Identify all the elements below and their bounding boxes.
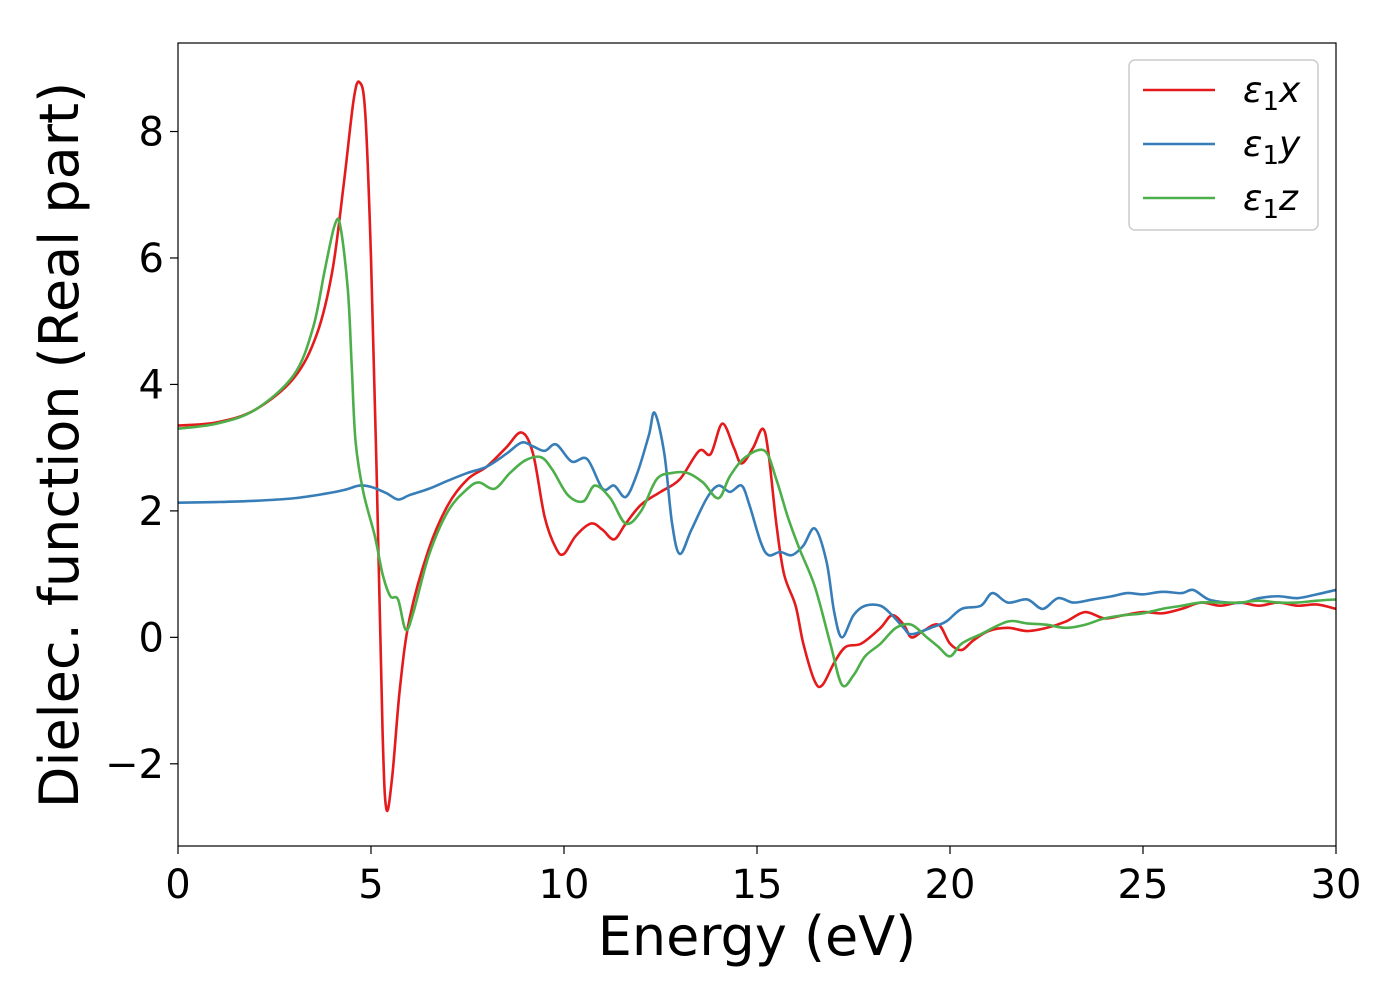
legend: ε1x ε1y ε1z — [1128, 59, 1319, 231]
y-axis-ticks: −2 0 2 4 6 8 — [105, 110, 178, 788]
series-line-x — [177, 80, 1337, 813]
x-tick-label: 5 — [358, 862, 383, 908]
legend-items: ε1x ε1y ε1z — [1143, 70, 1301, 225]
y-tick-label: 0 — [139, 615, 164, 661]
series-line-z — [177, 217, 1337, 688]
x-tick-label: 10 — [539, 862, 590, 908]
series-line-y — [177, 411, 1337, 639]
y-axis-title: Dielec. function (Real part) — [28, 82, 91, 808]
x-tick-label: 25 — [1118, 862, 1169, 908]
x-axis-title: Energy (eV) — [598, 905, 917, 968]
x-tick-label: 15 — [732, 862, 783, 908]
x-axis-ticks: 0 5 10 15 20 25 30 — [165, 846, 1361, 908]
y-tick-label: 8 — [139, 110, 164, 156]
plot-lines — [177, 80, 1337, 813]
y-tick-label: 4 — [139, 362, 164, 408]
y-tick-label: 2 — [139, 489, 164, 535]
legend-label-y: ε1y — [1243, 124, 1301, 171]
legend-box — [1128, 59, 1319, 231]
legend-label-x: ε1x — [1243, 70, 1301, 117]
y-tick-label: −2 — [105, 742, 164, 788]
x-tick-label: 20 — [925, 862, 976, 908]
x-tick-label: 0 — [165, 862, 190, 908]
legend-label-z: ε1z — [1243, 178, 1299, 225]
y-tick-label: 6 — [139, 236, 164, 282]
x-tick-label: 30 — [1311, 862, 1362, 908]
